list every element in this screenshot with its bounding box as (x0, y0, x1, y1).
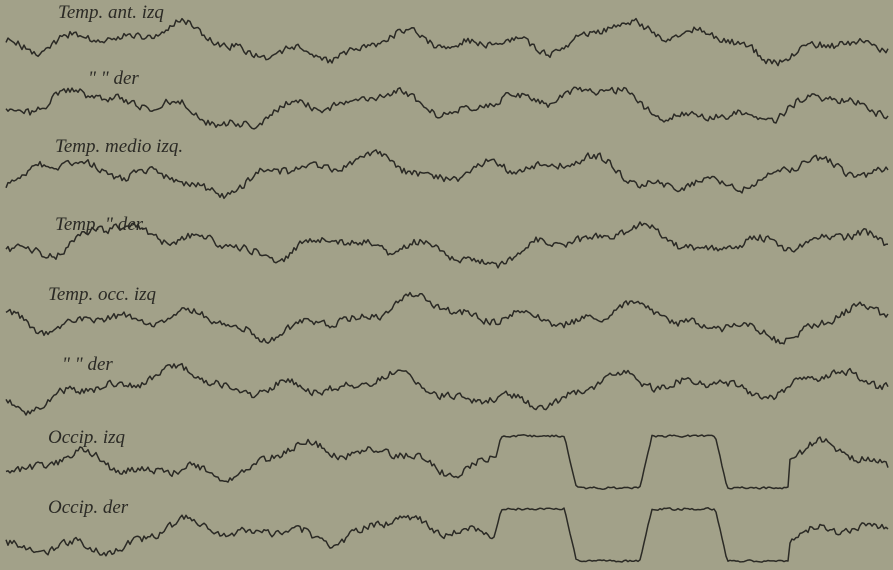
page: Temp. ant. izq " " der Temp. medio izq. … (0, 0, 893, 570)
trace-label: Occip. izq (48, 427, 126, 448)
eeg-figure: Temp. ant. izq " " der Temp. medio izq. … (0, 0, 893, 570)
trace-label: Temp. occ. izq (48, 284, 157, 305)
trace-label: " " der (62, 354, 113, 375)
trace-label: Occip. der (48, 497, 129, 518)
trace-label: Temp. ant. izq (58, 2, 164, 23)
trace-label: " " der (88, 68, 139, 89)
trace-label: Temp. medio izq. (55, 136, 183, 157)
